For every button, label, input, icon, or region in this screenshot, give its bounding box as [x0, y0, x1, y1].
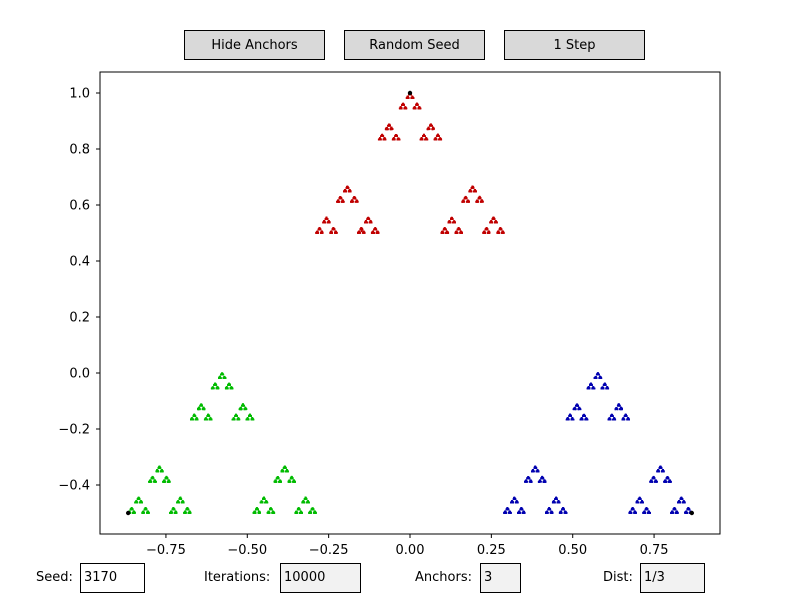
hide-anchors-button[interactable]: Hide Anchors: [184, 30, 325, 60]
one-step-button[interactable]: 1 Step: [504, 30, 645, 60]
scatter-point: [360, 230, 363, 232]
scatter-point: [189, 512, 192, 514]
random-seed-button[interactable]: Random Seed: [344, 30, 485, 60]
points-layer: [127, 92, 693, 514]
scatter-chart: −0.75 −0.50 −0.25 0.00 0.25 0.50 0.75 −0.4−0.2…: [58, 71, 721, 558]
